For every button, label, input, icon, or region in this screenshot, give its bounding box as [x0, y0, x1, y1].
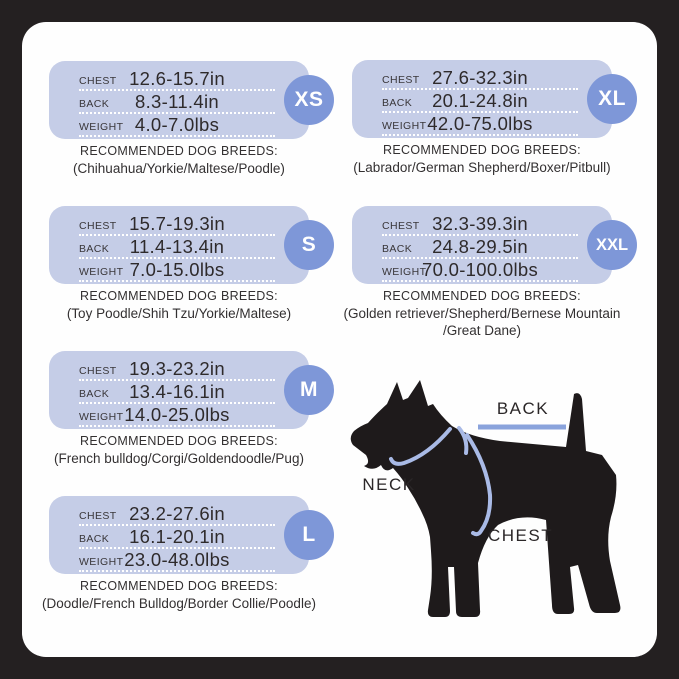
chest-label: CHEST	[488, 526, 554, 545]
harness-chest-strap	[465, 433, 493, 537]
row-label-back: BACK	[79, 388, 110, 400]
breeds-note-l: RECOMMENDED DOG BREEDS: (Doodle/French B…	[26, 579, 332, 613]
row-value-chest: 15.7-19.3in	[129, 212, 225, 234]
breeds-list: (Doodle/French Bulldog/Border Collie/Poo…	[42, 596, 316, 611]
dog-silhouette	[350, 380, 621, 617]
measure-row-back: BACK 11.4-13.4in	[79, 237, 275, 259]
row-label-weight: WEIGHT	[79, 266, 124, 278]
row-value-back: 11.4-13.4in	[129, 235, 225, 257]
row-label-weight: WEIGHT	[382, 120, 427, 132]
measure-row-chest: CHEST 12.6-15.7in	[79, 69, 275, 91]
breeds-note-xs: RECOMMENDED DOG BREEDS: (Chihuahua/Yorki…	[26, 144, 332, 178]
row-label-back: BACK	[382, 97, 413, 109]
row-value-chest: 23.2-27.6in	[129, 502, 225, 524]
breeds-list: (Chihuahua/Yorkie/Maltese/Poodle)	[73, 161, 285, 176]
row-label-chest: CHEST	[79, 365, 117, 377]
size-panel-xxl: CHEST 32.3-39.3in BACK 24.8-29.5in WEIGH…	[352, 206, 637, 284]
breeds-heading: RECOMMENDED DOG BREEDS:	[80, 434, 278, 448]
dog-diagram-svg	[350, 380, 621, 617]
measure-row-weight: WEIGHT 42.0-75.0lbs	[382, 114, 578, 136]
breeds-note-xl: RECOMMENDED DOG BREEDS: (Labrador/German…	[329, 143, 635, 177]
row-value-chest: 27.6-32.3in	[432, 66, 528, 88]
measure-row-chest: CHEST 19.3-23.2in	[79, 359, 275, 381]
content-card: CHEST 12.6-15.7in BACK 8.3-11.4in WEIGHT…	[22, 22, 657, 657]
breeds-note-m: RECOMMENDED DOG BREEDS: (French bulldog/…	[26, 434, 332, 468]
size-panel-l: CHEST 23.2-27.6in BACK 16.1-20.1in WEIGH…	[49, 496, 334, 574]
row-value-chest: 19.3-23.2in	[129, 357, 225, 379]
size-badge-xl: XL	[587, 74, 637, 124]
row-label-weight: WEIGHT	[79, 121, 124, 133]
row-value-weight: 70.0-100.0lbs	[421, 258, 538, 280]
breeds-heading: RECOMMENDED DOG BREEDS:	[383, 289, 581, 303]
row-value-back: 13.4-16.1in	[129, 380, 225, 402]
measure-row-weight: WEIGHT 70.0-100.0lbs	[382, 260, 578, 282]
size-badge-xxl: XXL	[587, 220, 637, 270]
row-value-weight: 42.0-75.0lbs	[427, 112, 533, 134]
measure-row-back: BACK 20.1-24.8in	[382, 91, 578, 113]
row-value-weight: 14.0-25.0lbs	[124, 403, 230, 425]
measure-row-back: BACK 16.1-20.1in	[79, 527, 275, 549]
size-badge-xs: XS	[284, 75, 334, 125]
breeds-note-xxl: RECOMMENDED DOG BREEDS: (Golden retrieve…	[317, 289, 647, 340]
row-value-back: 20.1-24.8in	[432, 89, 528, 111]
row-label-back: BACK	[79, 98, 110, 110]
measure-row-back: BACK 8.3-11.4in	[79, 92, 275, 114]
breeds-list: (Golden retriever/Shepherd/Bernese Mount…	[343, 306, 621, 321]
row-label-back: BACK	[79, 243, 110, 255]
row-label-chest: CHEST	[382, 74, 420, 86]
breeds-list: (French bulldog/Corgi/Goldendoodle/Pug)	[54, 451, 304, 466]
size-badge-m: M	[284, 365, 334, 415]
measure-row-chest: CHEST 27.6-32.3in	[382, 68, 578, 90]
neck-label: NECK	[362, 475, 416, 494]
size-panel-m: CHEST 19.3-23.2in BACK 13.4-16.1in WEIGH…	[49, 351, 334, 429]
row-label-chest: CHEST	[79, 75, 117, 87]
row-value-weight: 4.0-7.0lbs	[134, 113, 220, 135]
breeds-heading: RECOMMENDED DOG BREEDS:	[383, 143, 581, 157]
breeds-list: (Toy Poodle/Shih Tzu/Yorkie/Maltese)	[66, 306, 292, 321]
row-label-back: BACK	[79, 533, 110, 545]
size-panel-s: CHEST 15.7-19.3in BACK 11.4-13.4in WEIGH…	[49, 206, 334, 284]
harness-neck-strap	[389, 427, 452, 466]
back-label: BACK	[496, 399, 550, 418]
row-label-weight: WEIGHT	[382, 266, 427, 278]
measure-row-back: BACK 13.4-16.1in	[79, 382, 275, 404]
row-value-chest: 12.6-15.7in	[129, 67, 225, 89]
row-label-chest: CHEST	[79, 220, 117, 232]
row-label-chest: CHEST	[79, 510, 117, 522]
row-label-chest: CHEST	[382, 220, 420, 232]
row-label-back: BACK	[382, 243, 413, 255]
breeds-heading: RECOMMENDED DOG BREEDS:	[80, 289, 278, 303]
row-label-weight: WEIGHT	[79, 411, 124, 423]
measure-row-chest: CHEST 15.7-19.3in	[79, 214, 275, 236]
measure-row-chest: CHEST 23.2-27.6in	[79, 504, 275, 526]
row-value-back: 16.1-20.1in	[129, 525, 225, 547]
breeds-heading: RECOMMENDED DOG BREEDS:	[80, 144, 278, 158]
dog-measure-diagram: BACK NECK CHEST	[340, 365, 655, 645]
row-value-weight: 23.0-48.0lbs	[124, 548, 230, 570]
breeds-note-s: RECOMMENDED DOG BREEDS: (Toy Poodle/Shih…	[26, 289, 332, 323]
breeds-heading: RECOMMENDED DOG BREEDS:	[80, 579, 278, 593]
row-value-chest: 32.3-39.3in	[432, 212, 528, 234]
measure-row-weight: WEIGHT 14.0-25.0lbs	[79, 405, 275, 427]
breeds-list: (Labrador/German Shepherd/Boxer/Pitbull)	[353, 160, 611, 175]
size-panel-xs: CHEST 12.6-15.7in BACK 8.3-11.4in WEIGHT…	[49, 61, 334, 139]
measure-row-weight: WEIGHT 7.0-15.0lbs	[79, 260, 275, 282]
measure-row-back: BACK 24.8-29.5in	[382, 237, 578, 259]
size-panel-xl: CHEST 27.6-32.3in BACK 20.1-24.8in WEIGH…	[352, 60, 637, 138]
measure-row-chest: CHEST 32.3-39.3in	[382, 214, 578, 236]
size-badge-l: L	[284, 510, 334, 560]
row-value-weight: 7.0-15.0lbs	[129, 258, 225, 280]
row-value-back: 8.3-11.4in	[135, 90, 219, 112]
harness-neck-strap-end	[457, 426, 469, 455]
row-value-back: 24.8-29.5in	[432, 235, 528, 257]
measure-row-weight: WEIGHT 23.0-48.0lbs	[79, 550, 275, 572]
measure-row-weight: WEIGHT 4.0-7.0lbs	[79, 115, 275, 137]
size-badge-s: S	[284, 220, 334, 270]
breeds-list-line2: /Great Dane)	[442, 322, 522, 338]
row-label-weight: WEIGHT	[79, 556, 124, 568]
